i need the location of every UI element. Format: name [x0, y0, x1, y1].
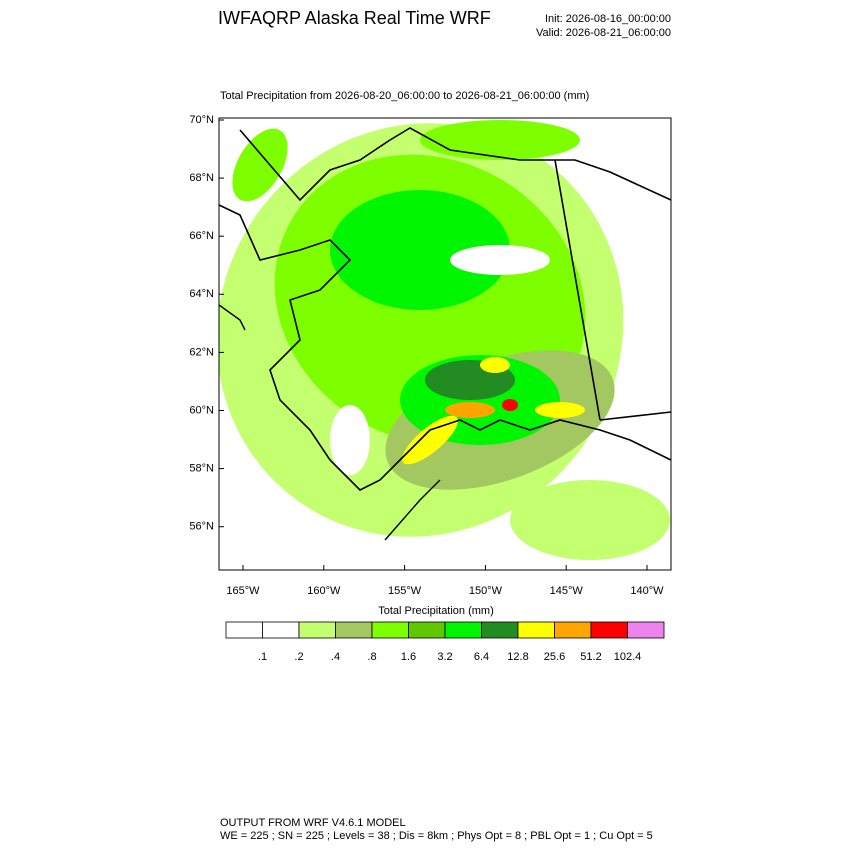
lat-label: 66°N — [189, 230, 214, 242]
title: IWFAQRP Alaska Real Time WRF — [218, 8, 491, 28]
colorbar-label: .1 — [258, 651, 267, 663]
colorbar-box — [444, 621, 482, 639]
colorbar-box — [554, 621, 592, 639]
colorbar-label: 6.4 — [474, 651, 489, 663]
colorbar-title: Total Precipitation (mm) — [378, 605, 494, 617]
subtitle: Total Precipitation from 2026-08-20_06:0… — [220, 90, 589, 102]
lon-label: 165°W — [226, 585, 260, 597]
colorbar-label: .2 — [294, 651, 303, 663]
colorbar-label: 12.8 — [507, 651, 528, 663]
lon-label: 140°W — [630, 585, 664, 597]
colorbar-box — [298, 621, 336, 639]
colorbar-box — [225, 621, 263, 639]
lon-label: 155°W — [388, 585, 422, 597]
colorbar-box — [517, 621, 555, 639]
colorbar-label: 3.2 — [437, 651, 452, 663]
colorbar-label: 51.2 — [580, 651, 601, 663]
lat-label: 58°N — [189, 463, 214, 475]
lon-label: 145°W — [550, 585, 584, 597]
colorbar-box — [371, 621, 409, 639]
lat-label: 60°N — [189, 404, 214, 416]
precip-field — [219, 118, 671, 570]
map — [218, 117, 672, 571]
footer-line: WE = 225 ; SN = 225 ; Levels = 38 ; Dis … — [220, 830, 653, 842]
lon-label: 150°W — [469, 585, 503, 597]
lat-label: 68°N — [189, 172, 214, 184]
colorbar-box — [408, 621, 446, 639]
lat-label: 62°N — [189, 346, 214, 358]
init-time: Init: 2026-08-16_00:00:00 — [545, 13, 671, 25]
colorbar-box — [627, 621, 665, 639]
colorbar-box — [590, 621, 628, 639]
colorbar-label: 25.6 — [544, 651, 565, 663]
lat-label: 70°N — [189, 114, 214, 126]
colorbar-label: .8 — [367, 651, 376, 663]
footer-line: OUTPUT FROM WRF V4.6.1 MODEL — [220, 817, 406, 829]
colorbar-label: 102.4 — [614, 651, 642, 663]
lat-label: 56°N — [189, 521, 214, 533]
valid-time: Valid: 2026-08-21_06:00:00 — [536, 27, 671, 39]
colorbar-box — [481, 621, 519, 639]
colorbar-box — [262, 621, 300, 639]
lon-label: 160°W — [307, 585, 341, 597]
colorbar-label: 1.6 — [401, 651, 416, 663]
colorbar-box — [335, 621, 373, 639]
colorbar-label: .4 — [331, 651, 340, 663]
lat-label: 64°N — [189, 288, 214, 300]
